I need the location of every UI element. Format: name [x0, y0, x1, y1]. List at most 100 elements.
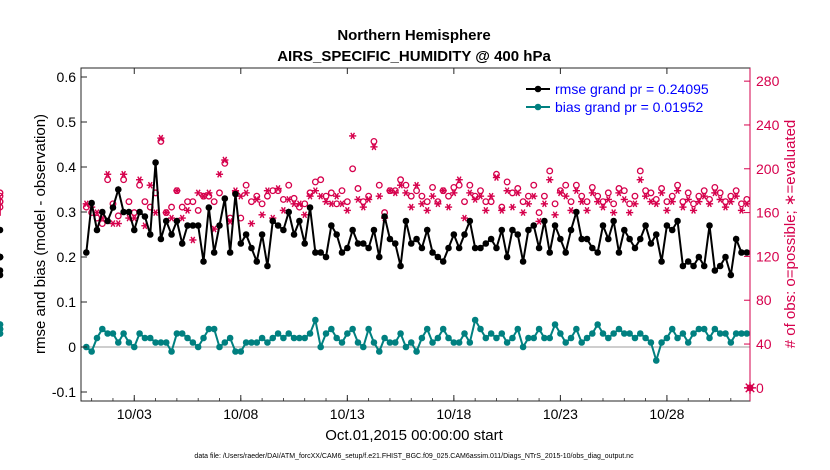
obs-evaluated-arm: [83, 200, 89, 208]
bias-point: [514, 325, 522, 333]
obs-possible-point: [530, 181, 538, 189]
bias-point: [365, 325, 372, 333]
rmse-point: [344, 244, 351, 252]
obs-possible-point: [503, 178, 511, 186]
obs-possible-point: [578, 192, 586, 200]
bias-point: [200, 334, 207, 342]
obs-evaluated-point: [503, 187, 511, 195]
rmse-point: [706, 222, 713, 229]
rmse-point: [232, 190, 239, 198]
bias-point: [631, 334, 639, 342]
bias-point: [354, 339, 362, 346]
rmse-point: [178, 240, 186, 247]
y-tick-label: 0: [68, 339, 76, 355]
obs-possible-point: [375, 181, 383, 189]
obs-evaluated-arm: [643, 192, 649, 200]
bias-point: [237, 348, 245, 355]
obs-evaluated-arm: [440, 187, 446, 195]
rmse-point: [722, 253, 729, 261]
obs-evaluated-arm: [669, 198, 675, 206]
obs-evaluated-arm: [627, 209, 633, 217]
rmse-point: [450, 231, 458, 238]
rmse-point: [146, 231, 154, 238]
obs-evaluated-arm: [350, 132, 356, 140]
obs-possible-point: [647, 189, 655, 197]
obs-possible-point: [0, 192, 4, 200]
obs-evaluated-point: [689, 206, 698, 214]
bias-point: [615, 325, 623, 333]
obs-evaluated-point: [279, 206, 288, 214]
obs-evaluated-arm: [424, 206, 430, 214]
bias-point: [210, 325, 218, 333]
rmse-point: [264, 262, 271, 270]
obs-possible-point: [349, 165, 357, 173]
bias-point: [141, 334, 149, 342]
obs-evaluated-arm: [488, 192, 494, 200]
bias-point: [711, 325, 719, 333]
bias-point: [445, 334, 452, 342]
rmse-point: [551, 222, 559, 229]
obs-evaluated-point: [460, 214, 469, 222]
bias-point: [109, 330, 117, 337]
obs-possible-point: [168, 203, 175, 211]
bias-point: [114, 339, 122, 346]
obs-evaluated-point: [418, 200, 426, 208]
obs-possible-point: [620, 187, 628, 195]
obs-evaluated-arm: [621, 195, 627, 203]
rmse-point: [349, 226, 356, 234]
rmse-point: [674, 217, 681, 225]
rmse-point: [434, 253, 442, 261]
obs-evaluated-point: [679, 203, 687, 211]
bias-point: [184, 334, 191, 342]
obs-evaluated-arm: [238, 192, 244, 200]
obs-possible-point: [338, 187, 346, 195]
obs-possible-point: [487, 198, 495, 206]
bias-point: [578, 339, 585, 346]
obs-possible-point: [258, 200, 266, 208]
bias-point: [652, 357, 660, 364]
obs-evaluated-point: [258, 211, 266, 219]
obs-possible-point: [290, 194, 298, 202]
obs-evaluated-point: [130, 214, 138, 222]
rmse-point: [285, 208, 293, 216]
bias-point: [264, 339, 271, 346]
rmse-point: [546, 249, 554, 256]
bias-point: [455, 339, 463, 346]
obs-evaluated-arm: [318, 192, 324, 200]
y2-tick-label: 120: [756, 248, 780, 264]
rmse-point: [370, 226, 378, 234]
obs-evaluated-arm: [243, 189, 249, 197]
obs-evaluated-arm: [302, 211, 308, 219]
obs-evaluated-point: [620, 195, 628, 203]
rmse-point: [226, 249, 234, 256]
obs-evaluated-arm: [366, 195, 372, 203]
obs-evaluated-point: [524, 200, 533, 208]
obs-evaluated-point: [343, 206, 351, 214]
bias-point: [498, 330, 506, 337]
obs-evaluated-arm: [664, 206, 670, 214]
rmse-point: [493, 244, 500, 252]
bias-point: [136, 330, 143, 337]
obs-possible-point: [114, 212, 122, 220]
obs-possible-point: [674, 181, 682, 189]
plot-area: [0, 67, 751, 402]
obs-possible-point: [652, 195, 660, 203]
obs-evaluated-arm: [169, 214, 174, 222]
obs-possible-point: [546, 167, 554, 175]
obs-evaluated-point: [359, 203, 367, 211]
x-tick-label: 10/13: [330, 406, 365, 422]
series-layer: [0, 159, 751, 365]
obs-evaluated-point: [578, 198, 586, 206]
obs-evaluated-arm: [414, 181, 419, 189]
obs-evaluated-arm: [637, 176, 643, 184]
obs-evaluated-arm: [728, 198, 734, 206]
bias-point: [375, 348, 383, 355]
bias-point: [194, 343, 202, 351]
bias-point: [285, 330, 293, 337]
obs-evaluated-arm: [259, 211, 265, 219]
obs-possible-point: [141, 198, 149, 206]
bias-point: [658, 339, 665, 346]
rmse-point: [237, 240, 245, 247]
rmse-point: [605, 235, 612, 243]
obs-evaluated-point: [120, 170, 128, 178]
